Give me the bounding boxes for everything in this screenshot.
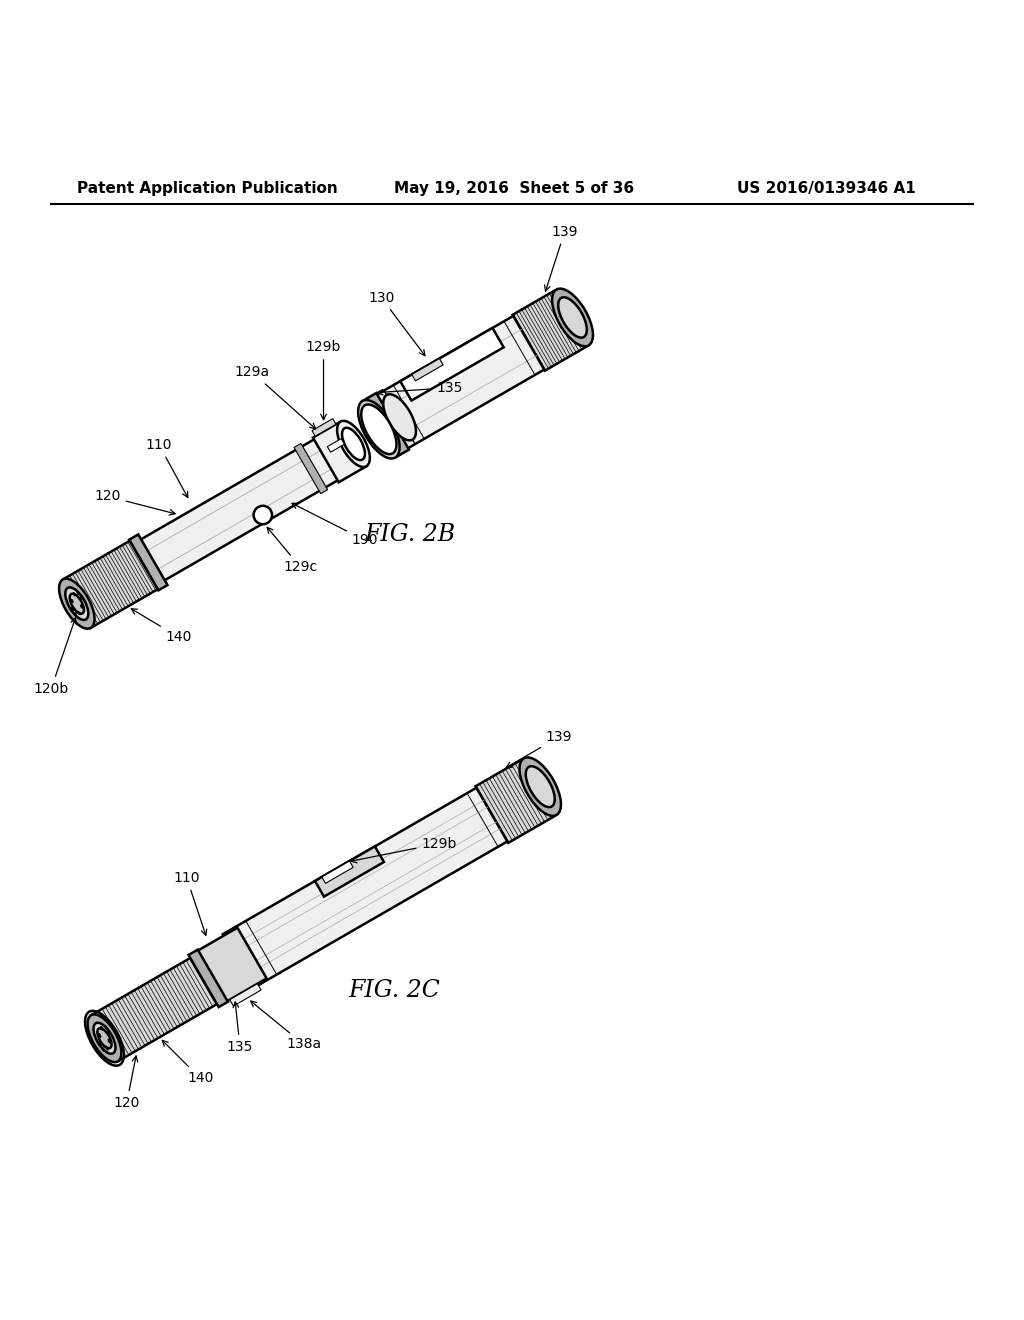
Text: 138a: 138a <box>251 1001 322 1052</box>
Ellipse shape <box>75 612 77 616</box>
Polygon shape <box>62 539 162 628</box>
Polygon shape <box>312 418 336 436</box>
Text: 190: 190 <box>292 503 378 548</box>
Ellipse shape <box>525 766 555 807</box>
Polygon shape <box>362 393 409 458</box>
Ellipse shape <box>78 611 81 615</box>
Text: 130: 130 <box>369 290 425 355</box>
Ellipse shape <box>70 594 84 614</box>
Ellipse shape <box>108 1039 111 1043</box>
Text: 129b: 129b <box>351 837 457 863</box>
Ellipse shape <box>80 605 83 609</box>
Text: 110: 110 <box>173 871 207 936</box>
Polygon shape <box>188 949 228 1007</box>
Ellipse shape <box>72 607 74 611</box>
Text: 139: 139 <box>506 730 572 767</box>
Text: 129c: 129c <box>267 527 317 574</box>
Text: 135: 135 <box>226 1002 253 1053</box>
Text: 129b: 129b <box>306 341 341 420</box>
Ellipse shape <box>100 1027 103 1031</box>
Ellipse shape <box>558 297 587 338</box>
Text: 140: 140 <box>131 609 193 644</box>
Text: FIG. 2C: FIG. 2C <box>348 979 440 1002</box>
Ellipse shape <box>66 587 88 620</box>
Ellipse shape <box>98 1034 101 1038</box>
Ellipse shape <box>552 289 593 346</box>
Polygon shape <box>412 359 443 381</box>
Polygon shape <box>315 846 384 896</box>
Ellipse shape <box>98 1041 101 1045</box>
Ellipse shape <box>105 1045 109 1051</box>
Polygon shape <box>134 437 342 585</box>
Text: 110: 110 <box>145 438 187 498</box>
Text: 140: 140 <box>162 1040 213 1085</box>
Ellipse shape <box>88 1014 122 1063</box>
Ellipse shape <box>108 1031 111 1035</box>
Ellipse shape <box>93 1023 116 1053</box>
Polygon shape <box>294 444 328 494</box>
Polygon shape <box>513 290 587 371</box>
Ellipse shape <box>101 1047 104 1051</box>
Ellipse shape <box>59 578 94 628</box>
Text: FIG. 2B: FIG. 2B <box>365 523 456 546</box>
Text: 129a: 129a <box>234 366 315 429</box>
Polygon shape <box>91 957 219 1061</box>
Ellipse shape <box>71 599 74 603</box>
Polygon shape <box>229 983 261 1006</box>
Text: May 19, 2016  Sheet 5 of 36: May 19, 2016 Sheet 5 of 36 <box>394 181 634 197</box>
Text: Patent Application Publication: Patent Application Publication <box>77 181 338 197</box>
Polygon shape <box>328 438 344 453</box>
Ellipse shape <box>383 395 416 441</box>
Text: 120: 120 <box>94 490 175 515</box>
Polygon shape <box>129 535 168 590</box>
Ellipse shape <box>519 758 561 816</box>
Ellipse shape <box>73 593 76 597</box>
Polygon shape <box>400 327 504 400</box>
Ellipse shape <box>104 1026 108 1030</box>
Text: 120b: 120b <box>34 618 76 696</box>
Ellipse shape <box>342 428 365 461</box>
Ellipse shape <box>77 591 79 595</box>
Text: 135: 135 <box>377 380 463 395</box>
Ellipse shape <box>337 421 370 467</box>
Polygon shape <box>191 928 266 1005</box>
Ellipse shape <box>361 404 396 454</box>
Ellipse shape <box>80 597 82 601</box>
Polygon shape <box>375 310 553 449</box>
Polygon shape <box>475 760 554 843</box>
Polygon shape <box>222 783 516 987</box>
Text: 139: 139 <box>545 224 578 292</box>
Ellipse shape <box>97 1028 112 1048</box>
Ellipse shape <box>358 400 399 458</box>
Text: US 2016/0139346 A1: US 2016/0139346 A1 <box>737 181 916 197</box>
Polygon shape <box>322 861 353 883</box>
Text: 120: 120 <box>114 1056 140 1110</box>
Ellipse shape <box>254 506 272 524</box>
Polygon shape <box>313 421 367 482</box>
